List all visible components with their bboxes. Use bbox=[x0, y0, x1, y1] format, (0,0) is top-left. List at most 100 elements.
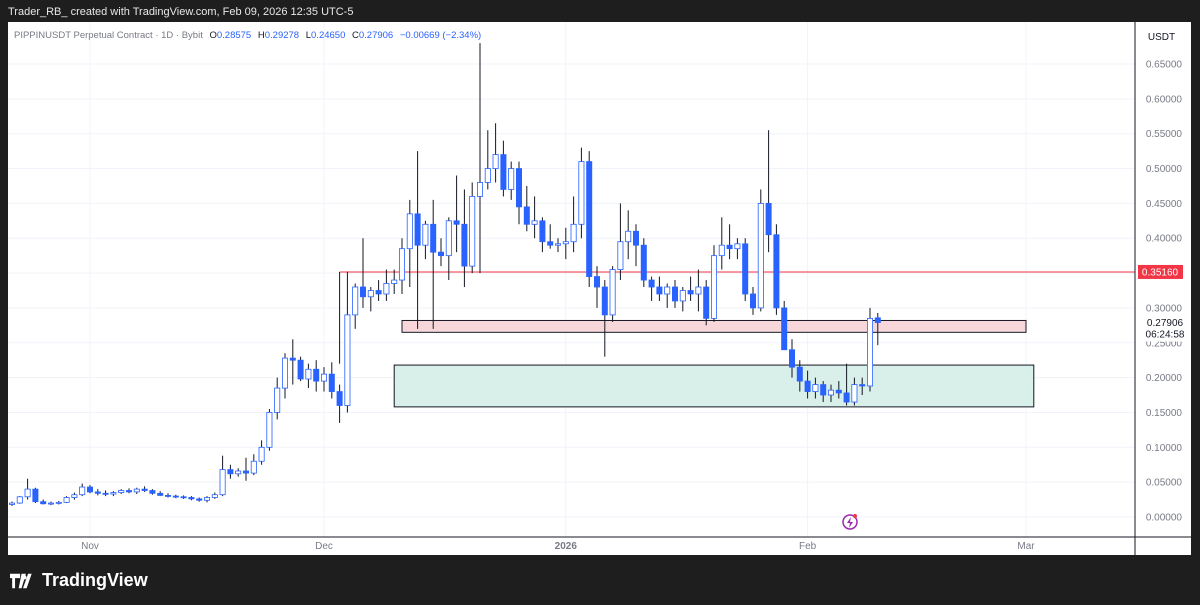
candle-body bbox=[609, 269, 616, 316]
footer-brand-label: TradingView bbox=[42, 570, 148, 590]
candle bbox=[336, 384, 343, 423]
legend-high-label: H bbox=[257, 30, 265, 41]
candle bbox=[750, 287, 757, 315]
candle bbox=[297, 356, 304, 382]
candle bbox=[578, 147, 585, 239]
candle bbox=[258, 440, 265, 465]
chart-header: Trader_RB_ created with TradingView.com,… bbox=[8, 6, 354, 18]
candle bbox=[289, 339, 296, 385]
candle bbox=[196, 497, 203, 502]
candle-body bbox=[328, 373, 335, 392]
candle bbox=[555, 238, 562, 253]
resistance-badge bbox=[1138, 264, 1183, 279]
candle-body bbox=[633, 230, 640, 246]
candle bbox=[796, 360, 803, 392]
candle-body bbox=[258, 446, 265, 462]
candle-body bbox=[594, 276, 601, 288]
candle bbox=[609, 266, 616, 322]
y-tick-label: 0.30000 bbox=[1146, 303, 1183, 314]
candle-body bbox=[742, 243, 749, 295]
candle-body bbox=[87, 486, 94, 493]
countdown-label: 06:24:58 bbox=[1146, 330, 1185, 341]
last-price-label: 0.27906 bbox=[1147, 318, 1184, 329]
candle bbox=[757, 189, 764, 312]
candle bbox=[711, 245, 718, 322]
candle-body bbox=[469, 196, 476, 267]
legend-close-label: C bbox=[352, 30, 359, 41]
candle-body bbox=[180, 496, 187, 499]
candle bbox=[16, 496, 23, 504]
candle-body bbox=[242, 470, 249, 474]
candle-body bbox=[32, 488, 39, 503]
candle-body bbox=[804, 380, 811, 392]
candle-body bbox=[648, 279, 655, 288]
resistance-badge-label: 0.35160 bbox=[1142, 267, 1179, 278]
candle-body bbox=[110, 492, 117, 495]
candle bbox=[242, 457, 249, 481]
candle bbox=[48, 501, 55, 506]
candle bbox=[539, 217, 546, 253]
candle-body bbox=[726, 244, 733, 250]
candle bbox=[867, 307, 874, 392]
candle-body bbox=[274, 387, 281, 413]
candle-body bbox=[555, 243, 562, 246]
candle-body bbox=[133, 488, 140, 493]
candle-body bbox=[843, 392, 850, 403]
candle bbox=[305, 363, 312, 389]
candles bbox=[8, 43, 881, 506]
candle bbox=[118, 489, 125, 495]
candle bbox=[820, 381, 827, 403]
candle-body bbox=[164, 494, 171, 497]
candle bbox=[149, 489, 156, 495]
y-tick-label: 0.05000 bbox=[1146, 478, 1183, 489]
candle-body bbox=[492, 154, 499, 169]
candle-body bbox=[562, 241, 569, 245]
legend-open: 0.28575 bbox=[216, 30, 252, 41]
legend-high: 0.29278 bbox=[264, 30, 300, 41]
footer-brand[interactable]: TradingView bbox=[10, 570, 148, 591]
candle-body bbox=[250, 460, 257, 474]
legend-close: 0.27906 bbox=[358, 30, 394, 41]
candle bbox=[562, 227, 569, 260]
candle-body bbox=[835, 389, 842, 394]
candle-body bbox=[515, 168, 522, 208]
candle-body bbox=[500, 154, 507, 190]
candle bbox=[250, 454, 257, 476]
candle-body bbox=[625, 230, 632, 243]
levels bbox=[339, 271, 1135, 364]
candle-body bbox=[157, 492, 164, 496]
candle-body bbox=[352, 286, 359, 316]
candle-body bbox=[203, 497, 210, 501]
candle-body bbox=[219, 469, 226, 496]
candle-body bbox=[601, 286, 608, 316]
candle bbox=[812, 377, 819, 399]
candle-body bbox=[71, 494, 78, 498]
candle bbox=[804, 370, 811, 399]
candle-body bbox=[289, 357, 296, 361]
candle bbox=[664, 283, 671, 308]
candle-body bbox=[445, 220, 452, 257]
candle bbox=[320, 367, 327, 392]
candle-body bbox=[570, 223, 577, 243]
chart-frame: 0.65000 0.60000 0.55000 0.50000 0.45000 0.400… bbox=[8, 22, 1191, 555]
candle-body bbox=[48, 502, 55, 505]
candle-body bbox=[851, 384, 858, 403]
candle-body bbox=[476, 182, 483, 197]
candle-body bbox=[687, 290, 694, 295]
currency-label[interactable]: USDT bbox=[1147, 32, 1176, 43]
candle-body bbox=[859, 384, 866, 387]
candle-body bbox=[461, 223, 468, 267]
candle bbox=[773, 224, 780, 315]
candle bbox=[672, 280, 679, 308]
candle-body bbox=[172, 495, 179, 498]
candle-body bbox=[578, 161, 585, 225]
candle bbox=[476, 43, 483, 274]
candle-body bbox=[750, 293, 757, 309]
candle bbox=[219, 455, 226, 497]
candle-body bbox=[8, 502, 15, 505]
candle bbox=[274, 377, 281, 420]
candle-body bbox=[703, 286, 710, 319]
candle-body bbox=[484, 168, 491, 183]
candle-body bbox=[102, 492, 109, 495]
candle bbox=[570, 196, 577, 253]
